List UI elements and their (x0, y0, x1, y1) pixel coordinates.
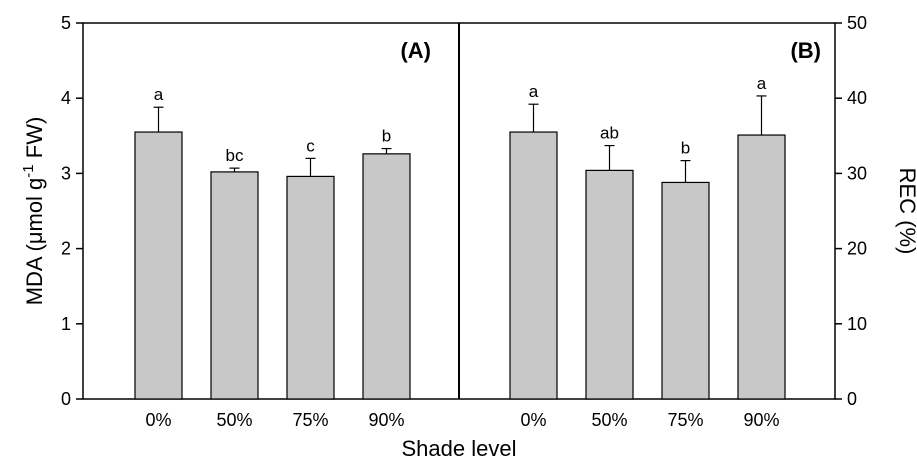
y-tick-label-a-0: 0 (61, 389, 71, 409)
x-tick-label-b-1: 50% (591, 410, 627, 430)
x-tick-label-a-0: 0% (145, 410, 171, 430)
y-tick-label-b-5: 50 (847, 13, 867, 33)
y-tick-label-b-1: 10 (847, 314, 867, 334)
y-tick-label-b-3: 30 (847, 163, 867, 183)
x-tick-label-a-2: 75% (292, 410, 328, 430)
y-axis-label-right: REC (%) (895, 168, 917, 255)
bar-b-1 (585, 169, 634, 400)
x-axis-label: Shade level (402, 436, 517, 461)
bar-b-2 (661, 181, 710, 400)
y-tick-label-a-3: 3 (61, 163, 71, 183)
significance-letter-b-3: a (757, 74, 767, 93)
significance-letter-a-0: a (154, 85, 164, 104)
panel-label-b: (B) (790, 38, 821, 63)
y-tick-label-a-4: 4 (61, 88, 71, 108)
bar-a-3 (362, 153, 411, 400)
bar-a-1 (210, 171, 259, 400)
significance-letter-b-1: ab (600, 124, 619, 143)
significance-letter-a-3: b (382, 127, 391, 146)
x-tick-label-a-3: 90% (368, 410, 404, 430)
significance-letter-a-1: bc (226, 146, 244, 165)
significance-letter-a-2: c (306, 136, 315, 155)
bar-b-0 (509, 131, 558, 400)
bar-a-0 (134, 131, 183, 400)
panel-label-a: (A) (400, 38, 431, 63)
y-axis-label-left: MDA (μmol g-1 FW) (20, 117, 47, 306)
chart-marks: 012345a0%bc50%c75%b90%01020304050a0%ab50… (61, 13, 867, 430)
bar-a-2 (286, 175, 335, 400)
significance-letter-b-2: b (681, 139, 690, 158)
y-tick-label-b-0: 0 (847, 389, 857, 409)
x-tick-label-a-1: 50% (216, 410, 252, 430)
significance-letter-b-0: a (529, 82, 539, 101)
y-tick-label-a-2: 2 (61, 239, 71, 259)
x-tick-label-b-0: 0% (520, 410, 546, 430)
bar-b-3 (737, 134, 786, 400)
y-tick-label-a-5: 5 (61, 13, 71, 33)
y-tick-label-b-2: 20 (847, 239, 867, 259)
x-tick-label-b-3: 90% (743, 410, 779, 430)
y-tick-label-a-1: 1 (61, 314, 71, 334)
x-tick-label-b-2: 75% (667, 410, 703, 430)
y-tick-label-b-4: 40 (847, 88, 867, 108)
